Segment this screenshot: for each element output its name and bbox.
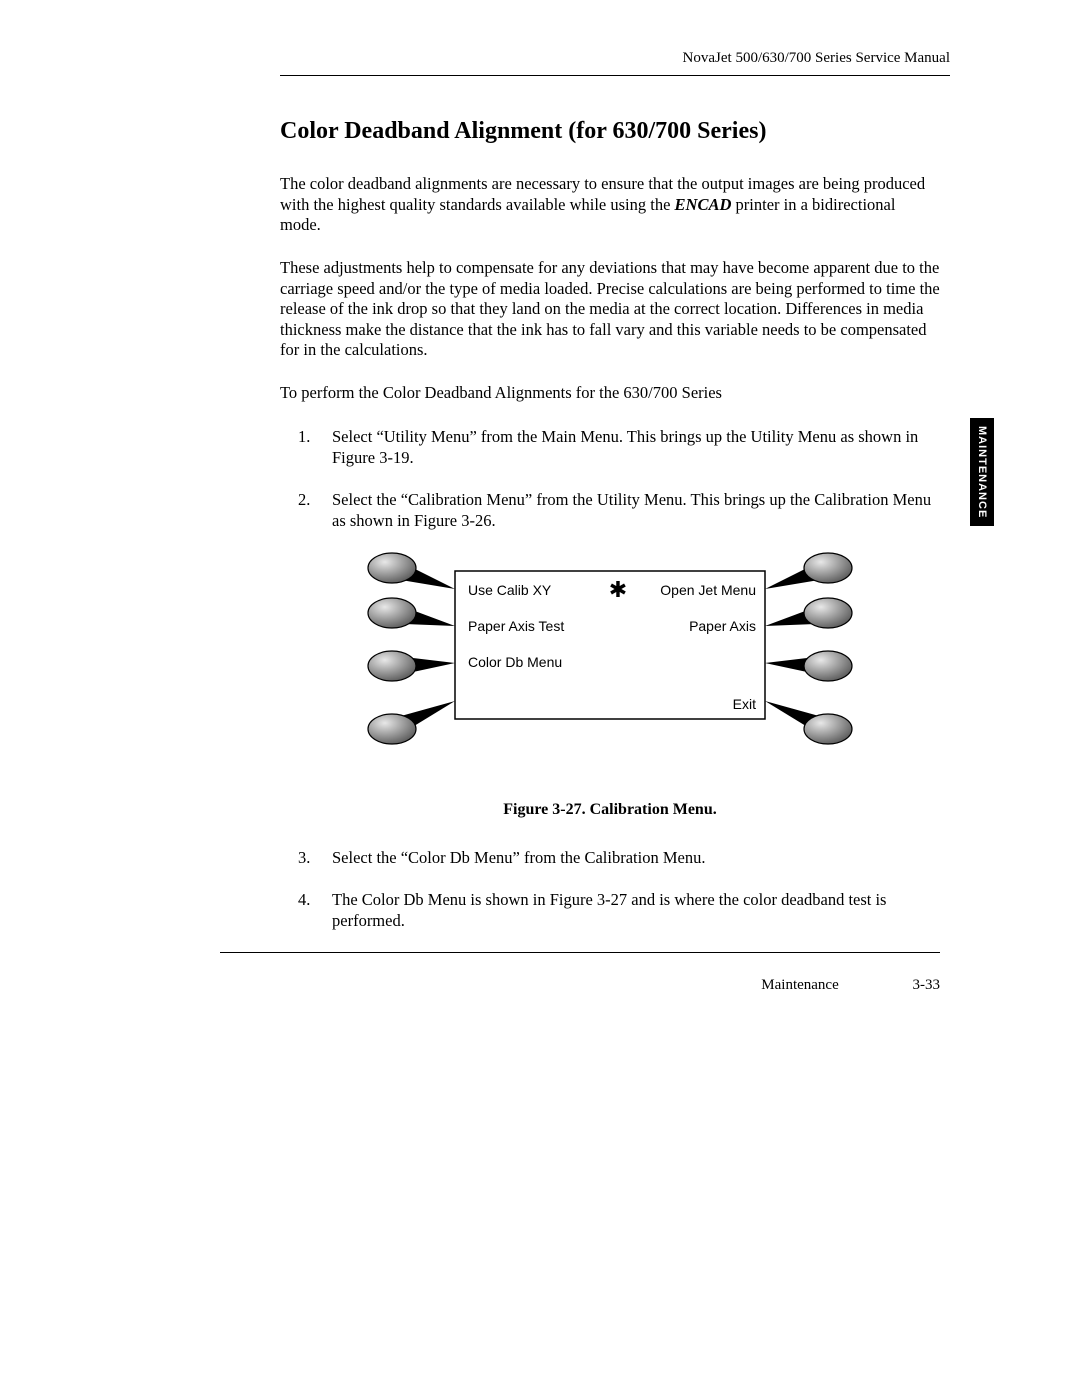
svg-text:Exit: Exit <box>733 696 756 712</box>
bottom-rule <box>220 952 940 953</box>
brand-name: ENCAD <box>675 195 732 214</box>
svg-text:Paper Axis: Paper Axis <box>689 618 756 634</box>
svg-text:✱: ✱ <box>609 577 627 602</box>
step-4: The Color Db Menu is shown in Figure 3-2… <box>326 889 940 932</box>
paragraph-3: To perform the Color Deadband Alignments… <box>280 383 940 404</box>
paragraph-2: These adjustments help to compensate for… <box>280 258 940 361</box>
paragraph-1: The color deadband alignments are necess… <box>280 174 940 236</box>
doc-title: NovaJet 500/630/700 Series Service Manua… <box>280 50 950 75</box>
section-heading: Color Deadband Alignment (for 630/700 Se… <box>280 116 940 146</box>
svg-text:Paper Axis Test: Paper Axis Test <box>468 618 564 634</box>
footer-section: Maintenance <box>761 977 838 994</box>
svg-text:Color Db Menu: Color Db Menu <box>468 654 562 670</box>
menu-diagram: Use Calib XY Paper Axis Test Color Db Menu… <box>350 551 870 771</box>
step-1: Select “Utility Menu” from the Main Menu… <box>326 426 940 469</box>
steps-list-2: Select the “Color Db Menu” from the Cali… <box>326 847 940 931</box>
top-rule <box>280 75 950 76</box>
svg-text:Open Jet Menu: Open Jet Menu <box>660 582 756 598</box>
steps-list-1: Select “Utility Menu” from the Main Menu… <box>326 426 940 532</box>
step-3: Select the “Color Db Menu” from the Cali… <box>326 847 940 868</box>
svg-text:Use Calib XY: Use Calib XY <box>468 582 552 598</box>
figure-calibration-menu: Use Calib XY Paper Axis Test Color Db Menu… <box>280 551 940 771</box>
step-2: Select the “Calibration Menu” from the U… <box>326 489 940 532</box>
side-tab-maintenance: MAINTENANCE <box>970 418 994 526</box>
figure-caption: Figure 3-27. Calibration Menu. <box>280 801 940 819</box>
page-footer: Maintenance 3-33 <box>280 977 940 994</box>
footer-page-number: 3-33 <box>913 977 941 994</box>
